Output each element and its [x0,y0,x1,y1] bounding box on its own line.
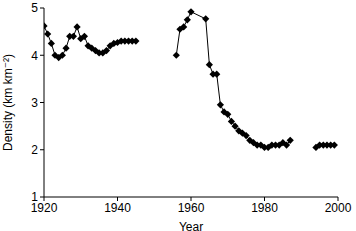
svg-text:Density (km km⁻²): Density (km km⁻²) [8,54,15,151]
svg-text:2: 2 [31,143,38,157]
svg-text:3: 3 [31,96,38,110]
svg-text:5: 5 [31,1,38,15]
svg-text:1: 1 [31,190,38,204]
svg-text:2000: 2000 [325,201,348,215]
svg-text:1960: 1960 [178,201,205,215]
svg-text:1980: 1980 [251,201,278,215]
svg-text:4: 4 [31,49,38,63]
svg-text:1940: 1940 [104,201,131,215]
svg-text:Year: Year [179,220,203,231]
svg-text:1920: 1920 [30,200,58,215]
